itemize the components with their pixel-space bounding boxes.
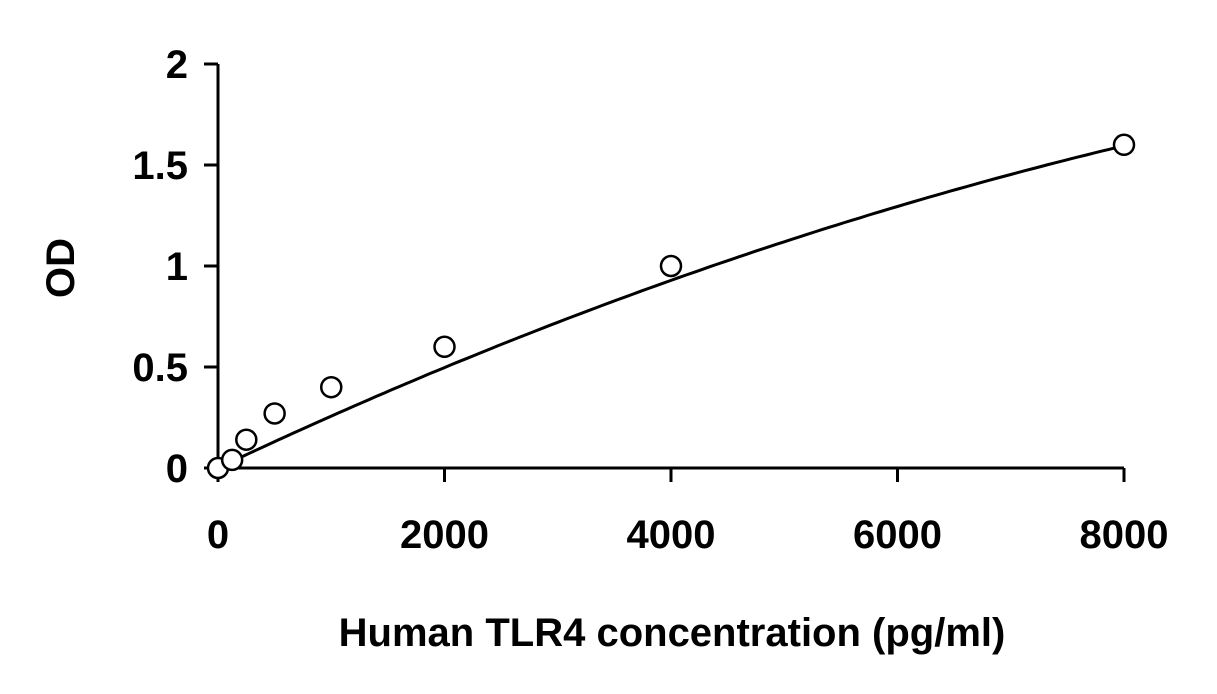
fitted-curve <box>217 144 1125 470</box>
y-tick-label: 0.5 <box>132 346 188 390</box>
data-point <box>433 335 456 359</box>
x-tick-label: 6000 <box>853 513 942 557</box>
data-point <box>263 402 286 425</box>
x-tick-label: 2000 <box>400 513 489 557</box>
data-point <box>659 254 683 278</box>
data-point <box>220 448 244 472</box>
y-tick-label: 1 <box>166 245 188 289</box>
x-tick-label: 4000 <box>627 513 716 557</box>
y-axis-ticks: 0 0.5 1 1.5 2 <box>132 43 218 491</box>
y-tick-label: 0 <box>166 447 188 491</box>
x-tick-label: 0 <box>207 513 229 557</box>
y-tick-label: 2 <box>166 43 188 87</box>
x-axis-title: Human TLR4 concentration (pg/ml) <box>339 611 1006 655</box>
data-point <box>235 428 258 451</box>
x-tick-label: 8000 <box>1080 513 1169 557</box>
x-axis-ticks: 0 2000 4000 6000 8000 <box>207 468 1169 557</box>
data-point <box>1112 133 1136 157</box>
y-tick-label: 1.5 <box>132 144 188 188</box>
y-axis-title: OD <box>39 238 83 298</box>
data-points <box>206 133 1136 480</box>
data-point <box>320 375 343 399</box>
